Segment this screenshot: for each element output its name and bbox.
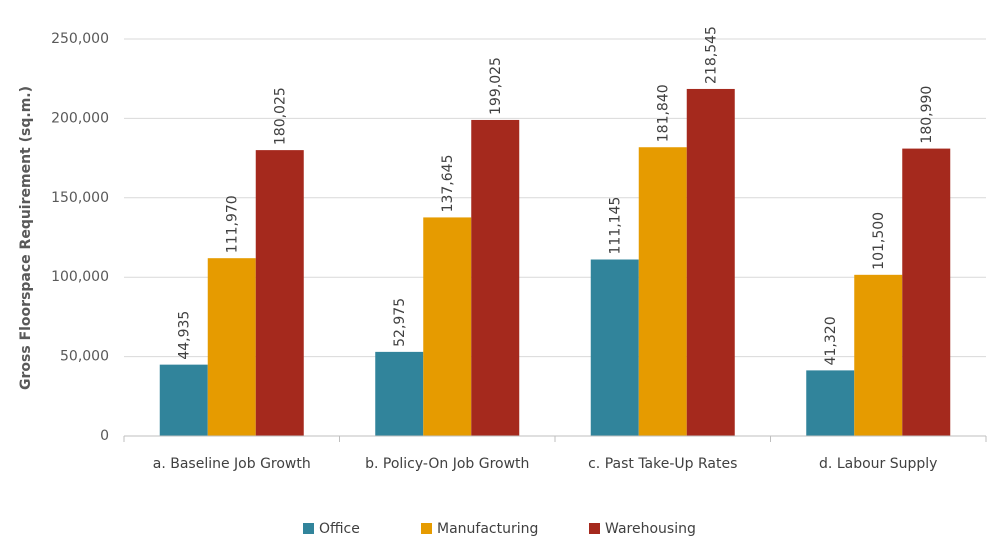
bar-office xyxy=(590,259,639,436)
x-axis: a. Baseline Job Growth b. Policy-On Job G… xyxy=(123,435,987,472)
legend-label: Office xyxy=(319,521,360,537)
y-tick-label: 0 xyxy=(100,428,109,444)
y-axis-label: Gross Floorspace Requirement (sq.m.) xyxy=(18,86,34,390)
legend-swatch xyxy=(421,523,432,534)
x-tick-label: c. Past Take-Up Rates xyxy=(588,456,737,472)
bar-manufacturing xyxy=(207,258,256,436)
data-labels: 44,935 111,970 180,025 52,975 137,645 199,025… xyxy=(177,26,936,365)
legend-label: Warehousing xyxy=(605,521,696,537)
data-label: 199,025 xyxy=(488,57,504,115)
bar-warehousing xyxy=(471,119,520,436)
x-tick-label: b. Policy-On Job Growth xyxy=(365,456,529,472)
bar-manufacturing xyxy=(423,217,472,436)
data-label: 41,320 xyxy=(823,316,839,365)
y-tick-label: 100,000 xyxy=(51,269,109,285)
y-tick-label: 150,000 xyxy=(51,190,109,206)
bar-warehousing xyxy=(255,150,304,436)
bar-manufacturing xyxy=(638,147,687,436)
bar-warehousing xyxy=(902,148,951,436)
data-label: 218,545 xyxy=(704,26,720,84)
bar-warehousing xyxy=(686,88,735,437)
bar-office xyxy=(159,364,208,436)
data-label: 180,990 xyxy=(919,86,935,144)
legend-label: Manufacturing xyxy=(437,521,538,537)
data-label: 180,025 xyxy=(273,87,289,145)
bar-office xyxy=(375,351,424,436)
legend: Office Manufacturing Warehousing xyxy=(303,521,696,537)
data-label: 111,145 xyxy=(608,197,624,255)
data-label: 181,840 xyxy=(656,84,672,142)
y-tick-label: 250,000 xyxy=(51,31,109,47)
legend-swatch xyxy=(303,523,314,534)
data-label: 101,500 xyxy=(871,212,887,270)
bars xyxy=(159,88,951,437)
bar-manufacturing xyxy=(854,274,903,436)
y-tick-label: 200,000 xyxy=(51,110,109,126)
data-label: 44,935 xyxy=(177,311,193,360)
data-label: 137,645 xyxy=(440,155,456,213)
bar-office xyxy=(806,370,855,436)
x-tick-label: a. Baseline Job Growth xyxy=(153,456,311,472)
x-tick-label: d. Labour Supply xyxy=(819,456,937,472)
data-label: 52,975 xyxy=(392,298,408,347)
y-axis-ticks: 0 50,000 100,000 150,000 200,000 250,000 xyxy=(51,31,109,444)
legend-swatch xyxy=(589,523,600,534)
y-tick-label: 50,000 xyxy=(60,349,109,365)
data-label: 111,970 xyxy=(225,195,241,253)
